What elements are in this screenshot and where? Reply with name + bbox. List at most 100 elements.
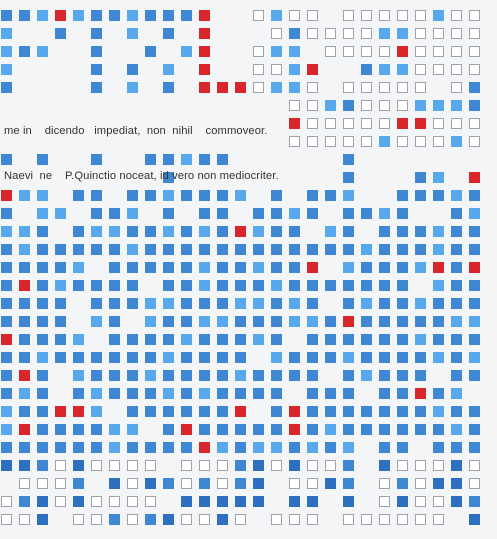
blue-pixel: [235, 244, 246, 255]
blue-pixel: [379, 208, 390, 219]
blue-pixel: [145, 190, 156, 201]
blue-pixel: [109, 424, 120, 435]
blue-pixel: [307, 406, 318, 417]
blue-pixel: [271, 442, 282, 453]
blue-pixel: [145, 154, 156, 165]
outline-pixel: [469, 10, 480, 21]
blue-pixel: [217, 406, 228, 417]
blue-pixel: [217, 226, 228, 237]
blue-pixel: [37, 406, 48, 417]
outline-pixel: [379, 496, 390, 507]
blue-pixel: [127, 334, 138, 345]
blue-pixel: [199, 208, 210, 219]
blue-pixel: [127, 388, 138, 399]
blue-pixel: [37, 424, 48, 435]
blue-pixel: [343, 280, 354, 291]
outline-pixel: [415, 460, 426, 471]
outline-pixel: [415, 136, 426, 147]
blue-pixel: [235, 460, 246, 471]
blue-pixel: [37, 370, 48, 381]
blue-pixel: [37, 334, 48, 345]
blue-pixel: [271, 370, 282, 381]
blue-pixel: [397, 406, 408, 417]
caption-line-1: me in dicendo impediat, non nihil commov…: [4, 125, 268, 137]
blue-pixel: [19, 496, 30, 507]
blue-pixel: [217, 442, 228, 453]
red-pixel: [199, 64, 210, 75]
blue-pixel: [127, 190, 138, 201]
blue-pixel: [73, 334, 84, 345]
blue-pixel: [271, 316, 282, 327]
blue-pixel: [145, 352, 156, 363]
blue-pixel: [379, 298, 390, 309]
blue-pixel: [343, 478, 354, 489]
blue-pixel: [127, 262, 138, 273]
blue-pixel: [73, 478, 84, 489]
blue-pixel: [163, 82, 174, 93]
blue-pixel: [199, 334, 210, 345]
blue-pixel: [379, 316, 390, 327]
blue-pixel: [397, 316, 408, 327]
outline-pixel: [361, 118, 372, 129]
blue-pixel: [433, 172, 444, 183]
blue-pixel: [55, 352, 66, 363]
blue-pixel: [289, 460, 300, 471]
blue-pixel: [469, 226, 480, 237]
outline-pixel: [289, 10, 300, 21]
blue-pixel: [289, 226, 300, 237]
blue-pixel: [91, 298, 102, 309]
blue-pixel: [91, 46, 102, 57]
blue-pixel: [1, 208, 12, 219]
blue-pixel: [235, 424, 246, 435]
red-pixel: [19, 280, 30, 291]
blue-pixel: [127, 442, 138, 453]
blue-pixel: [109, 370, 120, 381]
blue-pixel: [37, 208, 48, 219]
blue-pixel: [361, 370, 372, 381]
blue-pixel: [433, 100, 444, 111]
outline-pixel: [397, 82, 408, 93]
blue-pixel: [73, 424, 84, 435]
outline-pixel: [379, 478, 390, 489]
blue-pixel: [91, 226, 102, 237]
outline-pixel: [379, 46, 390, 57]
red-pixel: [397, 118, 408, 129]
outline-pixel: [289, 514, 300, 525]
blue-pixel: [37, 244, 48, 255]
blue-pixel: [55, 280, 66, 291]
outline-pixel: [433, 136, 444, 147]
blue-pixel: [415, 370, 426, 381]
blue-pixel: [325, 478, 336, 489]
blue-pixel: [289, 64, 300, 75]
outline-pixel: [397, 460, 408, 471]
blue-pixel: [73, 226, 84, 237]
outline-pixel: [307, 10, 318, 21]
outline-pixel: [451, 118, 462, 129]
red-pixel: [235, 226, 246, 237]
outline-pixel: [343, 46, 354, 57]
outline-pixel: [271, 64, 282, 75]
blue-pixel: [325, 424, 336, 435]
blue-pixel: [451, 370, 462, 381]
outline-pixel: [379, 100, 390, 111]
blue-pixel: [469, 424, 480, 435]
blue-pixel: [271, 208, 282, 219]
blue-pixel: [379, 262, 390, 273]
blue-pixel: [271, 280, 282, 291]
red-pixel: [397, 46, 408, 57]
outline-pixel: [433, 46, 444, 57]
red-pixel: [19, 370, 30, 381]
blue-pixel: [1, 262, 12, 273]
blue-pixel: [253, 280, 264, 291]
outline-pixel: [415, 46, 426, 57]
outline-pixel: [253, 64, 264, 75]
blue-pixel: [415, 298, 426, 309]
blue-pixel: [307, 370, 318, 381]
blue-pixel: [181, 46, 192, 57]
red-pixel: [415, 388, 426, 399]
blue-pixel: [145, 226, 156, 237]
blue-pixel: [343, 334, 354, 345]
blue-pixel: [397, 370, 408, 381]
blue-pixel: [235, 190, 246, 201]
outline-pixel: [307, 100, 318, 111]
